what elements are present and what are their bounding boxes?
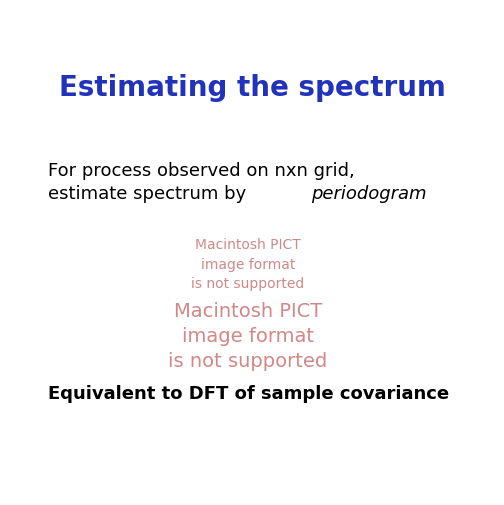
Text: periodogram: periodogram	[311, 185, 427, 203]
Text: Macintosh PICT
image format
is not supported: Macintosh PICT image format is not suppo…	[168, 302, 328, 371]
Text: estimate spectrum by: estimate spectrum by	[48, 185, 252, 203]
Text: Macintosh PICT
image format
is not supported: Macintosh PICT image format is not suppo…	[192, 238, 304, 291]
Text: Estimating the spectrum: Estimating the spectrum	[58, 74, 446, 102]
Text: For process observed on nxn grid,: For process observed on nxn grid,	[48, 162, 355, 180]
Text: Equivalent to DFT of sample covariance: Equivalent to DFT of sample covariance	[48, 385, 449, 403]
